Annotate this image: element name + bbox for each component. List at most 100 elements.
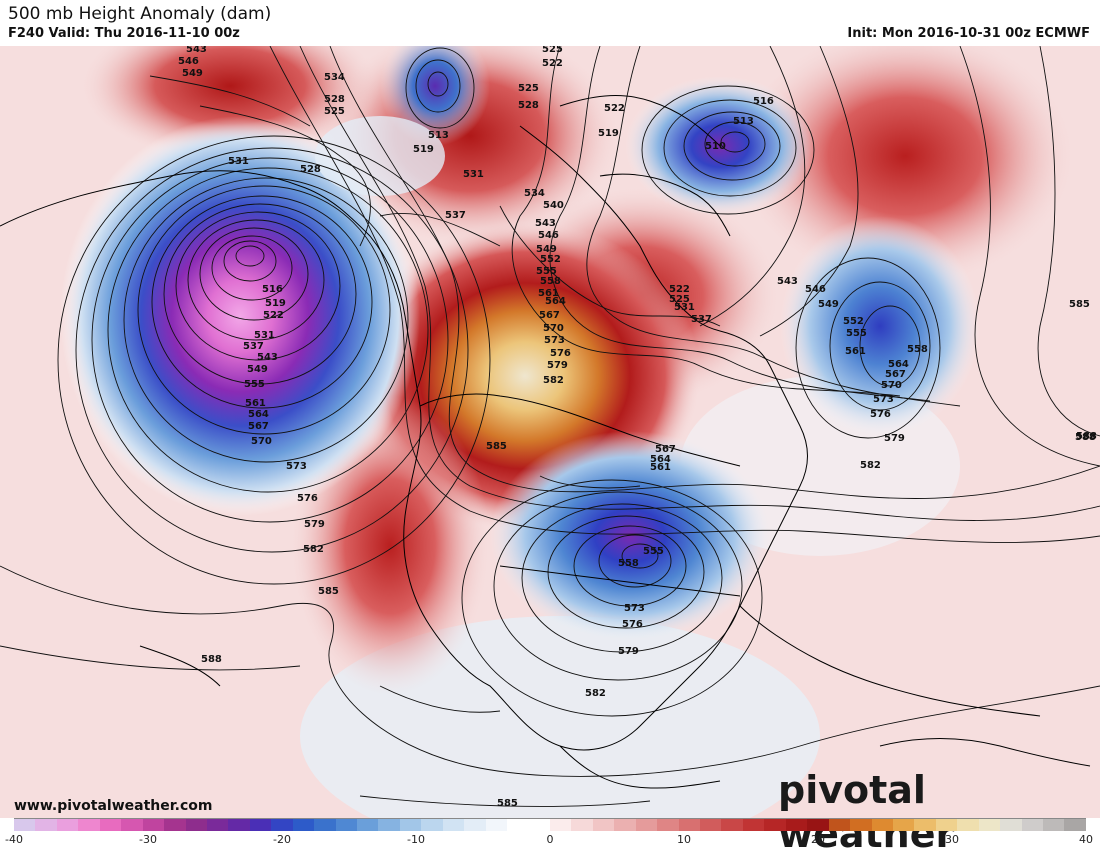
contour-label: 549 (818, 299, 839, 310)
colorbar-swatch (335, 819, 357, 831)
contour-label: 579 (304, 519, 325, 530)
colorbar-swatch (78, 819, 100, 831)
contour-label: 525 (669, 294, 690, 305)
contour-label: 561 (650, 462, 671, 473)
contour-label: 588 (201, 654, 222, 665)
contour-label: 543 (186, 46, 207, 55)
colorbar-swatch (292, 819, 315, 831)
init-time: Init: Mon 2016-10-31 00z ECMWF (847, 26, 1090, 41)
colorbar-swatch (206, 819, 229, 831)
colorbar-swatch (1021, 819, 1043, 831)
colorbar-swatch (14, 819, 36, 831)
valid-time: F240 Valid: Thu 2016-11-10 00z (8, 26, 240, 41)
coastlines (0, 95, 1091, 789)
contour-label: 576 (550, 348, 571, 359)
contour-label: 528 (324, 94, 345, 105)
contour-label: 576 (622, 619, 643, 630)
colorbar-tick-label: -40 (5, 833, 23, 846)
contour-label: 552 (540, 254, 561, 265)
weak-trough-beaufort (315, 116, 445, 196)
contour-label: 564 (650, 454, 671, 465)
colorbar-swatch (142, 819, 165, 831)
contour-label: 540 (543, 200, 564, 211)
contour-label: 534 (524, 188, 545, 199)
anomaly-colorbar (14, 818, 1086, 831)
colorbar-swatch (807, 819, 829, 831)
contour-label: 564 (545, 296, 566, 307)
header: 500 mb Height Anomaly (dam) F240 Valid: … (0, 0, 1100, 46)
contour-label: 588 (1075, 432, 1096, 443)
colorbar-swatch (700, 819, 722, 831)
contour-label: 525 (324, 106, 345, 117)
contour-label: 513 (733, 116, 754, 127)
colorbar-swatch (507, 819, 529, 831)
website-url[interactable]: www.pivotalweather.com (14, 798, 213, 814)
contour-label: 567 (539, 310, 560, 321)
contour-label: 582 (860, 460, 881, 471)
contour-label: 567 (655, 444, 676, 455)
colorbar-swatch (442, 819, 465, 831)
contour-label: 555 (643, 546, 664, 557)
contour-label: 549 (182, 68, 203, 79)
contour-label: 570 (251, 436, 272, 447)
colorbar-swatch (164, 819, 186, 831)
colorbar-swatch (978, 819, 1001, 831)
colorbar-swatch (185, 819, 207, 831)
contour-label: 549 (247, 364, 268, 375)
colorbar-swatch (592, 819, 615, 831)
contour-label: 555 (846, 328, 867, 339)
contour-label: 561 (538, 288, 559, 299)
colorbar-swatch (935, 819, 958, 831)
contour-label: 564 (888, 359, 909, 370)
colorbar-swatch (1064, 819, 1086, 831)
colorbar-swatch (378, 819, 400, 831)
colorbar-swatch (914, 819, 936, 831)
colorbar-swatch (56, 819, 79, 831)
colorbar-tick-label: 20 (811, 833, 825, 846)
colorbar-swatch (314, 819, 336, 831)
contour-label: 522 (542, 58, 563, 69)
contour-label: 516 (753, 96, 774, 107)
colorbar-swatch (871, 819, 893, 831)
colorbar-swatch (249, 819, 272, 831)
contour-label: 567 (248, 421, 269, 432)
colorbar-swatch (121, 819, 143, 831)
contour-label: 531 (228, 156, 249, 167)
contour-label: 543 (777, 276, 798, 287)
contour-label: 588 (1076, 431, 1097, 442)
colorbar-tick-label: 30 (945, 833, 959, 846)
colorbar-swatch (1000, 819, 1022, 831)
colorbar-tick-label: -30 (139, 833, 157, 846)
contour-label: 516 (262, 284, 283, 295)
trough-anomaly-eastern-us (490, 431, 770, 641)
contour-label: 573 (624, 603, 645, 614)
colorbar-swatch (571, 819, 593, 831)
colorbar-swatch (399, 819, 422, 831)
contour-label: 546 (178, 56, 199, 67)
contour-label: 567 (885, 369, 906, 380)
contour-label: 543 (257, 352, 278, 363)
contour-label: 549 (536, 244, 557, 255)
contour-label: 543 (535, 218, 556, 229)
colorbar-swatch (785, 819, 808, 831)
contour-label: 582 (543, 375, 564, 386)
contour-label: 552 (843, 316, 864, 327)
contour-label: 534 (324, 72, 345, 83)
contour-label: 522 (263, 310, 284, 321)
colorbar-swatch (35, 819, 57, 831)
contour-label: 561 (845, 346, 866, 357)
contour-label: 519 (413, 144, 434, 155)
contour-label: 585 (497, 798, 518, 809)
contour-label: 528 (518, 100, 539, 111)
colorbar-ticks: -40 -30 -20 -10 0 10 20 30 40 (5, 833, 1093, 847)
colorbar-swatch (99, 819, 122, 831)
colorbar-swatch (549, 819, 572, 831)
colorbar-swatch (892, 819, 915, 831)
anomaly-map: 543 546 549 534 528 525 525 522 525 528 522 519 513 5… (0, 46, 1100, 818)
colorbar-swatch (421, 819, 443, 831)
contour-label: 579 (618, 646, 639, 657)
colorbar-swatch (635, 819, 658, 831)
contour-label: 522 (604, 103, 625, 114)
